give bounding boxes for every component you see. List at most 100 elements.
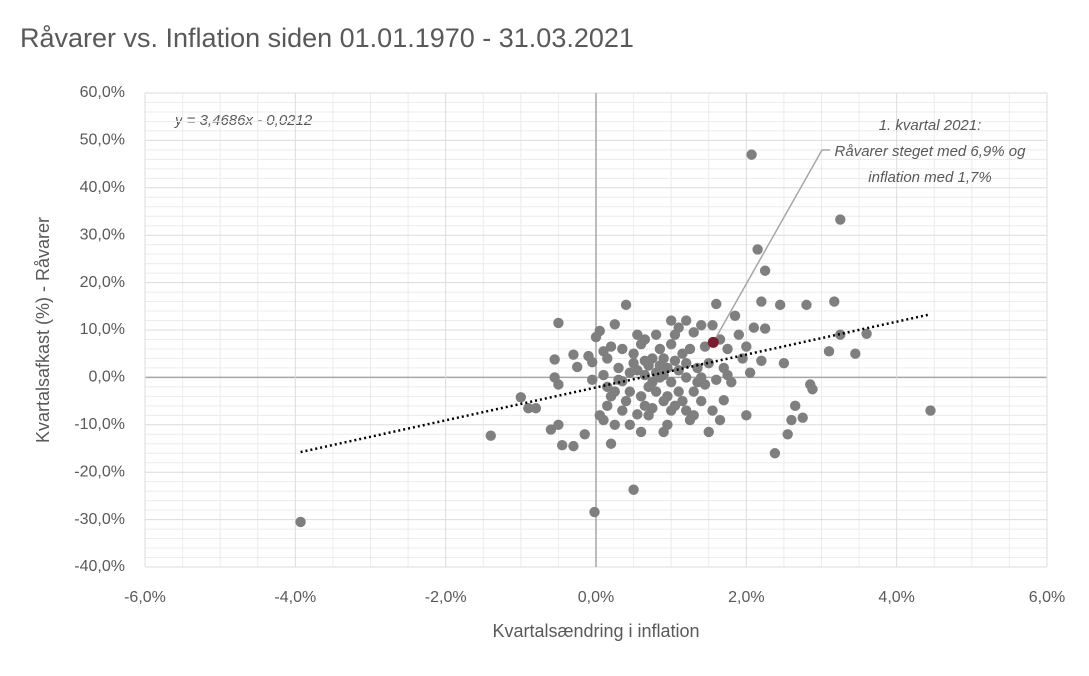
data-point	[654, 343, 666, 355]
data-point	[613, 362, 624, 374]
annotation-leader	[712, 149, 830, 343]
data-point	[624, 419, 636, 430]
data-point	[639, 355, 651, 367]
data-point	[729, 310, 741, 321]
data-point	[759, 323, 771, 334]
data-point	[587, 357, 598, 368]
x-axis-title: Kvartalsændring i inflation	[492, 621, 699, 641]
data-point	[665, 339, 677, 350]
data-point	[594, 325, 605, 337]
data-point	[639, 400, 651, 412]
y-tick-label: 60,0%	[80, 84, 125, 101]
highlight-point	[707, 336, 719, 348]
data-point	[654, 360, 666, 371]
data-point	[620, 395, 632, 407]
data-point	[746, 149, 757, 160]
data-point	[628, 348, 639, 359]
annotation-text: Råvarer steget med 6,9% og	[835, 143, 1027, 160]
x-tick-label: 6,0%	[1029, 589, 1065, 606]
data-point	[635, 426, 647, 438]
data-point	[515, 392, 527, 403]
y-tick-label: -20,0%	[74, 463, 125, 480]
data-point	[589, 506, 600, 518]
x-tick-label: -4,0%	[274, 589, 316, 606]
plot-area: 1. kvartal 2021: Råvarer steget med 6,9% …	[295, 117, 1027, 528]
data-point	[485, 430, 496, 441]
data-point	[681, 357, 692, 369]
data-point	[545, 424, 557, 435]
data-point	[632, 329, 643, 340]
data-point	[602, 400, 613, 412]
data-point	[807, 384, 818, 395]
data-point	[835, 214, 846, 225]
data-point	[620, 299, 632, 311]
data-point	[748, 322, 760, 333]
data-point	[707, 405, 718, 416]
y-tick-label: 30,0%	[80, 226, 125, 243]
data-point	[605, 438, 617, 449]
data-point	[744, 367, 756, 378]
data-point	[602, 353, 613, 364]
data-point	[789, 400, 801, 412]
data-point	[572, 361, 583, 373]
data-point	[662, 391, 673, 402]
data-point	[774, 299, 786, 311]
data-point	[829, 296, 840, 307]
data-point	[759, 265, 771, 276]
data-point	[733, 329, 745, 340]
data-point	[861, 328, 872, 339]
y-tick-label: -30,0%	[74, 511, 125, 528]
data-point	[677, 348, 688, 359]
data-point	[602, 381, 613, 393]
chart-title: Råvarer vs. Inflation siden 01.01.1970 -…	[20, 23, 634, 53]
data-point	[635, 391, 647, 402]
data-point	[609, 419, 620, 430]
data-point	[673, 386, 684, 397]
data-point	[568, 440, 579, 452]
data-point	[681, 315, 692, 326]
data-point	[681, 372, 692, 383]
data-point	[617, 375, 628, 387]
data-point	[669, 355, 681, 367]
x-tick-label: 4,0%	[878, 589, 914, 606]
data-point	[718, 394, 729, 406]
y-tick-label: 0,0%	[89, 369, 125, 386]
data-point	[617, 405, 628, 416]
data-point	[632, 365, 643, 376]
data-point	[650, 386, 662, 397]
data-point	[786, 414, 797, 426]
data-point	[688, 327, 699, 338]
data-point	[722, 343, 733, 355]
data-point	[752, 244, 763, 255]
x-tick-label: 0,0%	[578, 589, 614, 606]
x-tick-label: 2,0%	[728, 589, 764, 606]
data-point	[568, 349, 579, 360]
data-point	[741, 410, 752, 421]
data-point	[553, 419, 564, 430]
data-point	[598, 414, 609, 426]
data-point	[741, 341, 752, 352]
data-point	[681, 405, 692, 416]
data-point	[579, 429, 590, 440]
data-point	[650, 329, 662, 340]
data-point	[797, 412, 808, 423]
data-point	[696, 395, 707, 407]
data-point	[782, 429, 793, 440]
data-point	[556, 439, 568, 451]
data-point	[665, 315, 677, 326]
data-point	[662, 419, 673, 430]
trendline-equation: y = 3,4686x - 0,0212	[174, 112, 313, 129]
data-point	[677, 395, 688, 407]
data-point	[523, 403, 534, 414]
data-point	[605, 341, 617, 352]
y-tick-label: -40,0%	[74, 558, 125, 575]
data-point	[823, 346, 835, 357]
data-point	[688, 410, 699, 421]
data-point	[696, 320, 707, 331]
data-point	[684, 343, 696, 355]
y-tick-label: 10,0%	[80, 321, 125, 338]
data-point	[699, 341, 711, 352]
data-point	[643, 410, 654, 421]
data-point	[835, 329, 846, 340]
data-point	[587, 374, 598, 385]
